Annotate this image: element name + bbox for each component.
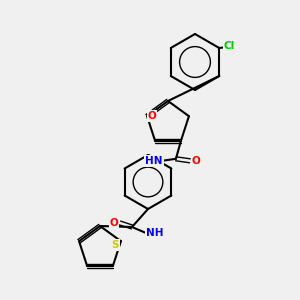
Text: O: O [110, 218, 118, 228]
Text: Cl: Cl [224, 41, 235, 51]
Text: O: O [148, 111, 157, 121]
Text: O: O [192, 156, 200, 166]
Text: S: S [111, 240, 119, 250]
Text: NH: NH [146, 228, 164, 238]
Text: HN: HN [145, 156, 163, 166]
